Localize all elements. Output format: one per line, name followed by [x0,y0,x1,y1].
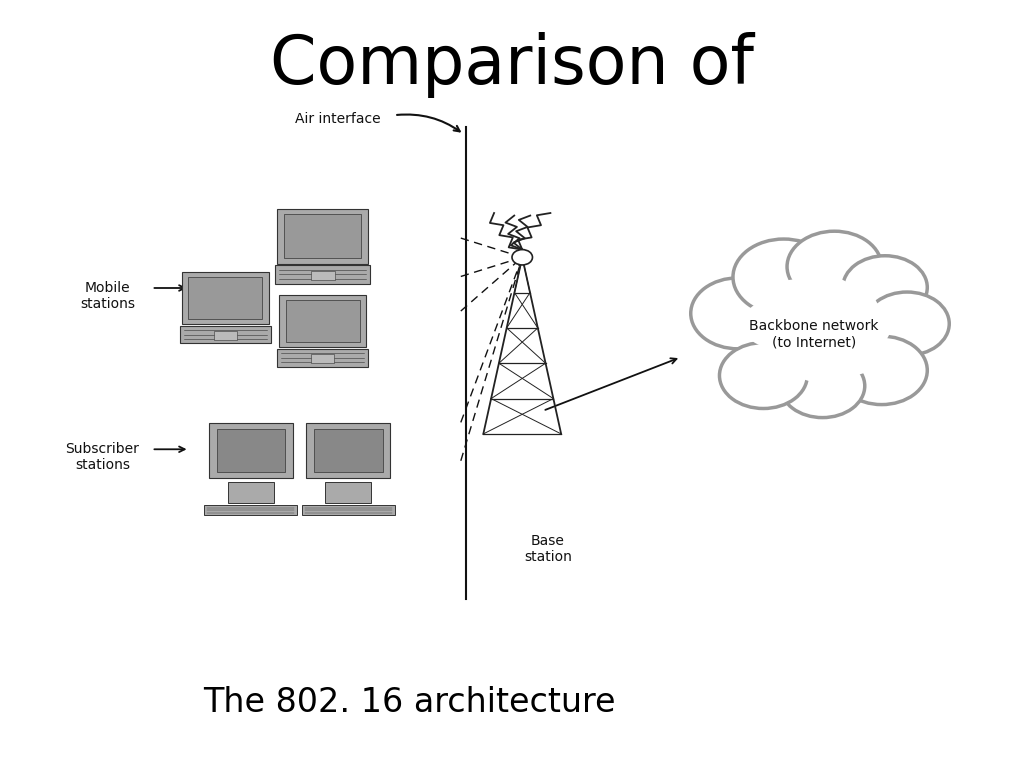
FancyBboxPatch shape [280,295,366,347]
Text: The 802. 16 architecture: The 802. 16 architecture [204,687,615,719]
FancyBboxPatch shape [313,429,383,472]
Circle shape [738,277,890,391]
FancyBboxPatch shape [182,272,268,324]
FancyBboxPatch shape [306,423,390,478]
FancyBboxPatch shape [214,331,237,340]
Text: Air interface: Air interface [295,112,381,126]
FancyBboxPatch shape [311,354,334,363]
FancyBboxPatch shape [286,300,359,343]
Circle shape [743,299,809,349]
FancyBboxPatch shape [302,505,394,515]
FancyBboxPatch shape [325,482,372,502]
Circle shape [792,276,857,325]
Circle shape [691,278,785,349]
FancyBboxPatch shape [278,209,368,263]
FancyBboxPatch shape [179,326,271,343]
Circle shape [764,279,835,333]
FancyBboxPatch shape [188,276,262,319]
Circle shape [836,336,928,405]
FancyBboxPatch shape [276,349,369,366]
Text: Mobile
stations: Mobile stations [80,280,135,311]
FancyBboxPatch shape [205,505,297,515]
FancyBboxPatch shape [310,271,335,280]
FancyBboxPatch shape [274,265,371,283]
Text: Base
station: Base station [524,534,571,564]
Circle shape [820,289,880,333]
Text: Comparison of: Comparison of [270,32,754,98]
Circle shape [788,338,848,382]
Circle shape [864,292,949,356]
Circle shape [843,256,928,319]
FancyBboxPatch shape [284,214,361,258]
FancyBboxPatch shape [227,482,274,502]
Circle shape [816,328,880,376]
Circle shape [720,343,807,409]
Circle shape [733,239,835,315]
Circle shape [787,231,882,302]
Text: Backbone network
(to Internet): Backbone network (to Internet) [750,319,879,349]
Circle shape [780,354,864,418]
Circle shape [831,306,890,351]
Circle shape [758,332,819,378]
FancyBboxPatch shape [216,429,286,472]
Circle shape [512,250,532,265]
Text: Subscriber
stations: Subscriber stations [66,442,139,472]
FancyBboxPatch shape [209,423,293,478]
